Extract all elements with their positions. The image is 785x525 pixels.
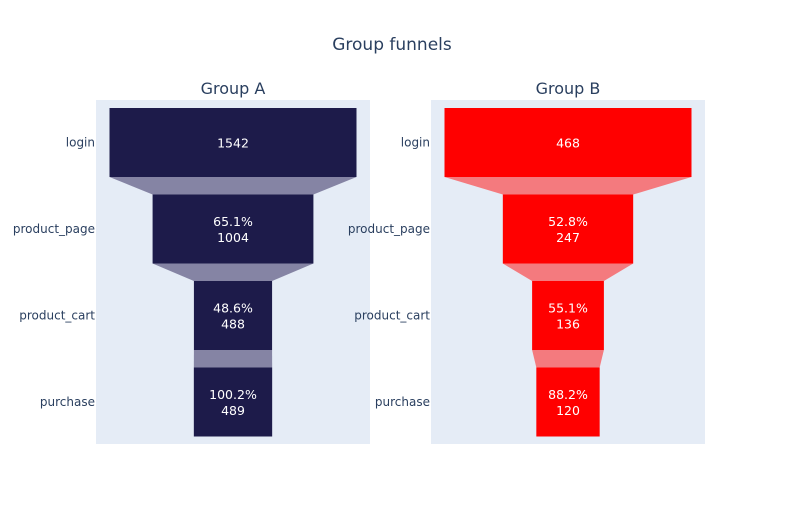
stage-label-product_cart: product_cart: [354, 309, 430, 323]
stage-label-purchase: purchase: [375, 395, 430, 409]
stage-label-product_cart: product_cart: [19, 309, 95, 323]
bar-value-label: 468: [556, 136, 580, 151]
stage-label-purchase: purchase: [40, 395, 95, 409]
bar-value-label: 247: [556, 230, 580, 245]
panel-title: Group A: [201, 79, 266, 98]
funnel-bar-product_cart: [532, 281, 604, 350]
funnel-bar-purchase: [536, 367, 600, 437]
funnel-bar-login: [444, 108, 692, 177]
bar-value-label: 489: [221, 403, 245, 418]
bar-percent-label: 65.1%: [213, 214, 253, 229]
funnel-connector: [152, 263, 314, 281]
bar-percent-label: 48.6%: [213, 301, 253, 316]
bar-value-label: 136: [556, 317, 580, 332]
bar-value-label: 120: [556, 403, 580, 418]
funnel-bar-product_page: [152, 194, 314, 264]
bar-percent-label: 52.8%: [548, 214, 588, 229]
funnel-bar-product_page: [502, 194, 634, 264]
bar-value-label: 1542: [217, 136, 249, 151]
funnel-connector: [532, 350, 604, 368]
funnel-bar-login: [109, 108, 357, 177]
bar-percent-label: 55.1%: [548, 301, 588, 316]
chart-title: Group funnels: [332, 35, 452, 55]
bar-value-label: 488: [221, 317, 245, 332]
bar-percent-label: 88.2%: [548, 387, 588, 402]
stage-label-product_page: product_page: [348, 222, 430, 236]
stage-label-product_page: product_page: [13, 222, 95, 236]
funnel-connector: [193, 350, 273, 368]
funnel-panels: Group A 1542 login 65.1%1004 product_page 48.…: [13, 79, 705, 444]
funnel-connector: [109, 177, 357, 195]
stage-label-login: login: [66, 136, 95, 150]
bar-value-label: 1004: [217, 230, 249, 245]
funnel-bar-purchase: [193, 367, 273, 437]
bar-percent-label: 100.2%: [209, 387, 257, 402]
funnel-connector: [444, 177, 692, 195]
funnel-bar-product_cart: [193, 281, 273, 350]
funnel-connector: [502, 263, 634, 281]
stage-label-login: login: [401, 136, 430, 150]
panel-title: Group B: [536, 79, 601, 98]
